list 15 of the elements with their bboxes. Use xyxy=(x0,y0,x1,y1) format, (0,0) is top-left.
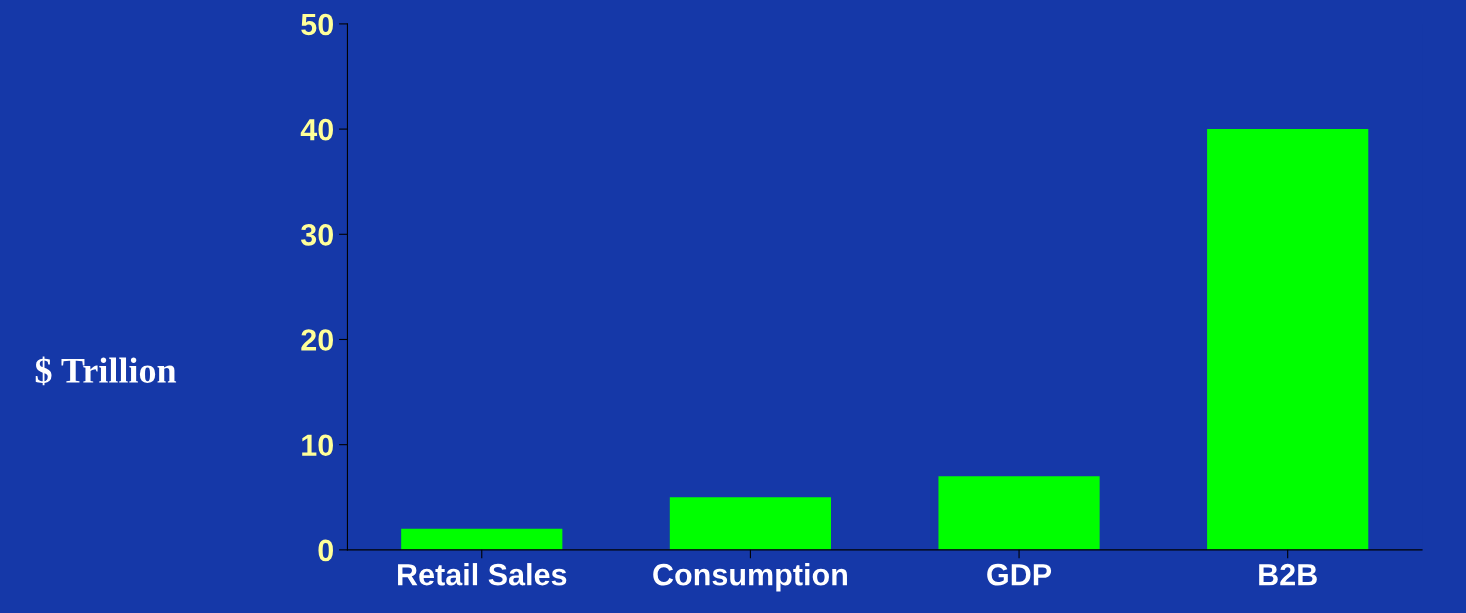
bar xyxy=(669,497,831,550)
x-tick-label: GDP xyxy=(987,563,1052,586)
y-tick-label: 0 xyxy=(318,539,333,562)
x-tick-label: Consumption xyxy=(653,563,847,592)
bar xyxy=(938,476,1100,550)
bar xyxy=(401,528,563,550)
y-tick-label: 30 xyxy=(300,224,333,246)
bar xyxy=(1207,129,1369,550)
y-tick-label: 10 xyxy=(302,434,333,457)
y-tick-label: 40 xyxy=(300,118,333,141)
y-tick-label: 50 xyxy=(301,13,333,36)
y-tick-label: 20 xyxy=(301,329,333,351)
x-tick-label: Retail Sales xyxy=(398,563,567,586)
x-tick-label: B2B xyxy=(1259,563,1317,586)
y-axis-title: $ Trillion xyxy=(35,356,177,386)
